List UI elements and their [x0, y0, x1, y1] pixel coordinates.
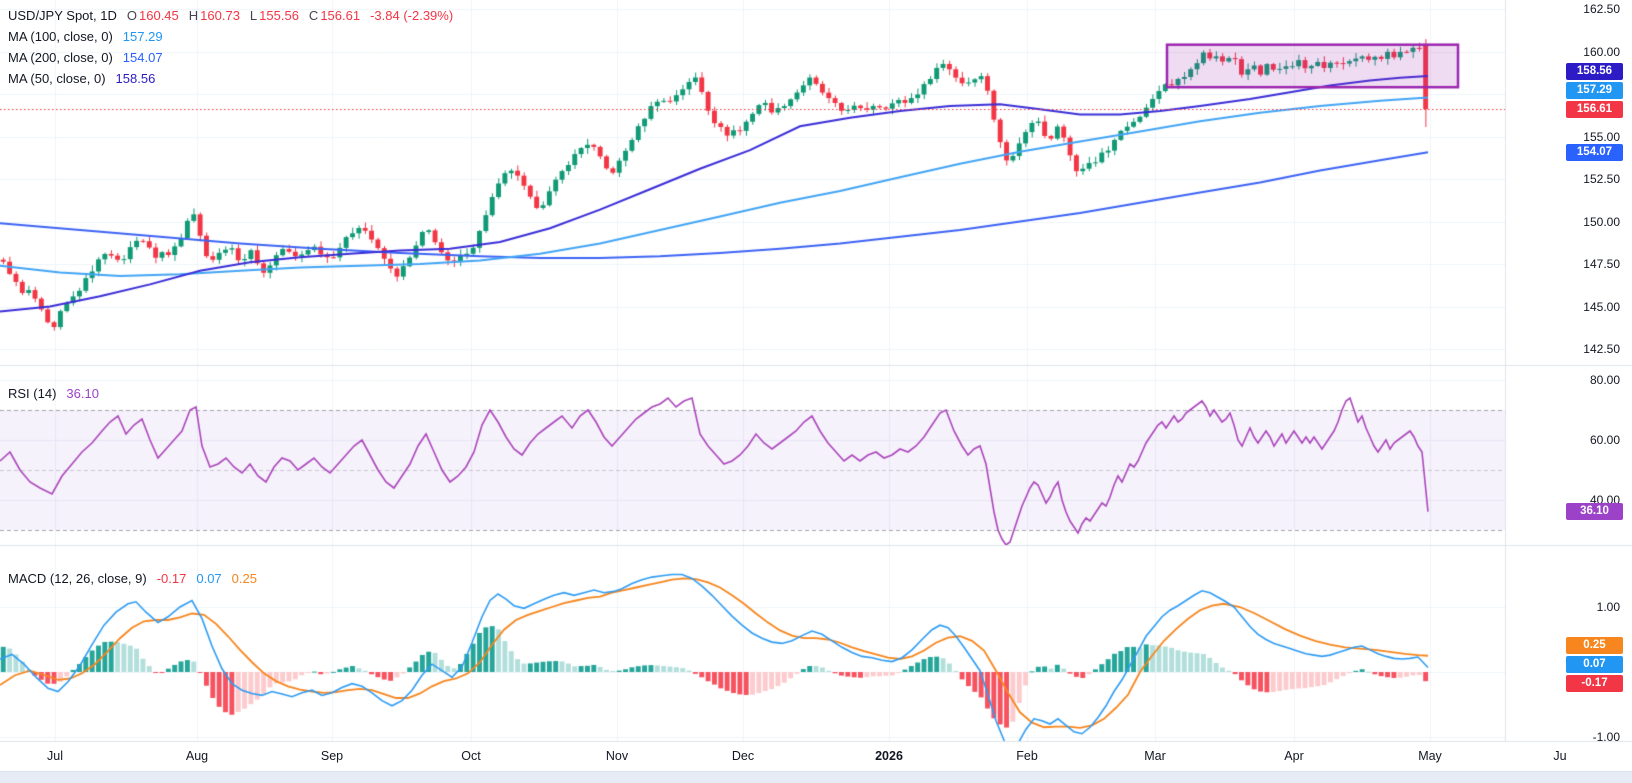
time-label-Oct: Oct	[461, 749, 481, 763]
ma50-legend[interactable]: MA (50, close, 0) 158.56	[8, 71, 155, 86]
rsi-tick: 60.00	[1589, 433, 1620, 447]
ma200-price-badge: 154.07	[1566, 143, 1623, 161]
ma200-legend[interactable]: MA (200, close, 0) 154.07	[8, 50, 163, 65]
price-tick: 142.50	[1583, 342, 1620, 356]
time-label-Sep: Sep	[320, 749, 344, 763]
time-label-Dec: Dec	[731, 749, 755, 763]
close-label: C	[308, 8, 319, 23]
ma50-value: 158.56	[115, 71, 156, 86]
macd-tick: 1.00	[1596, 600, 1620, 614]
price-tick: 147.50	[1583, 257, 1620, 271]
rsi-label: RSI (14)	[8, 386, 57, 401]
time-label-Aug: Aug	[185, 749, 209, 763]
macd-legend[interactable]: MACD (12, 26, close, 9) -0.17 0.07 0.25	[8, 571, 257, 586]
low-value: 155.56	[259, 8, 299, 23]
time-label-Feb: Feb	[1016, 749, 1038, 763]
symbol-legend[interactable]: USD/JPY Spot, 1D O 160.45 H 160.73 L 155.56 C 15…	[8, 8, 453, 23]
ma100-label: MA (100, close, 0)	[8, 29, 113, 44]
ma200-label: MA (200, close, 0)	[8, 50, 113, 65]
rsi-value: 36.10	[66, 386, 99, 401]
price-tick: 152.50	[1583, 172, 1620, 186]
ma100-price-badge: 157.29	[1566, 81, 1623, 99]
high-value: 160.73	[200, 8, 240, 23]
macd-tick: -1.00	[1592, 730, 1620, 744]
time-label-Ju: Ju	[1553, 749, 1567, 763]
open-label: O	[126, 8, 137, 23]
open-value: 160.45	[139, 8, 179, 23]
ma100-legend[interactable]: MA (100, close, 0) 157.29	[8, 29, 163, 44]
symbol-title: USD/JPY Spot, 1D	[8, 8, 117, 23]
time-label-Mar: Mar	[1144, 749, 1166, 763]
price-tick: 150.00	[1583, 214, 1620, 229]
macd-hist-value: -0.17	[156, 571, 187, 586]
macd-hist-badge: -0.17	[1566, 674, 1623, 692]
macd-signal-value: 0.25	[231, 571, 257, 586]
rsi-legend[interactable]: RSI (14) 36.10	[8, 386, 99, 401]
macd-line-badge: 0.07	[1566, 655, 1623, 673]
rsi-tick: 80.00	[1589, 373, 1620, 387]
ma100-value: 157.29	[122, 29, 163, 44]
ma50-price-badge: 158.56	[1566, 62, 1623, 80]
time-label-Nov: Nov	[605, 749, 629, 763]
change-value: -3.84 (-2.39%)	[370, 8, 454, 23]
close-value: 156.61	[320, 8, 361, 23]
high-label: H	[188, 8, 199, 23]
last-price-badge: 156.61	[1566, 100, 1623, 118]
price-tick: 160.00	[1583, 44, 1620, 59]
macd-line-value: 0.07	[196, 571, 222, 586]
macd-signal-badge: 0.25	[1566, 636, 1623, 654]
price-tick: 145.00	[1583, 299, 1620, 314]
time-label-2026: 2026	[875, 749, 903, 763]
rsi-value-badge: 36.10	[1566, 503, 1623, 521]
macd-label: MACD (12, 26, close, 9)	[8, 571, 147, 586]
low-label: L	[249, 8, 258, 23]
time-label-Jul: Jul	[47, 749, 63, 763]
time-label-May: May	[1418, 749, 1442, 763]
ma200-value: 154.07	[122, 50, 163, 65]
price-tick: 162.50	[1583, 2, 1620, 16]
time-label-Apr: Apr	[1284, 749, 1304, 763]
ma50-label: MA (50, close, 0)	[8, 71, 106, 86]
price-tick: 155.00	[1583, 129, 1620, 144]
